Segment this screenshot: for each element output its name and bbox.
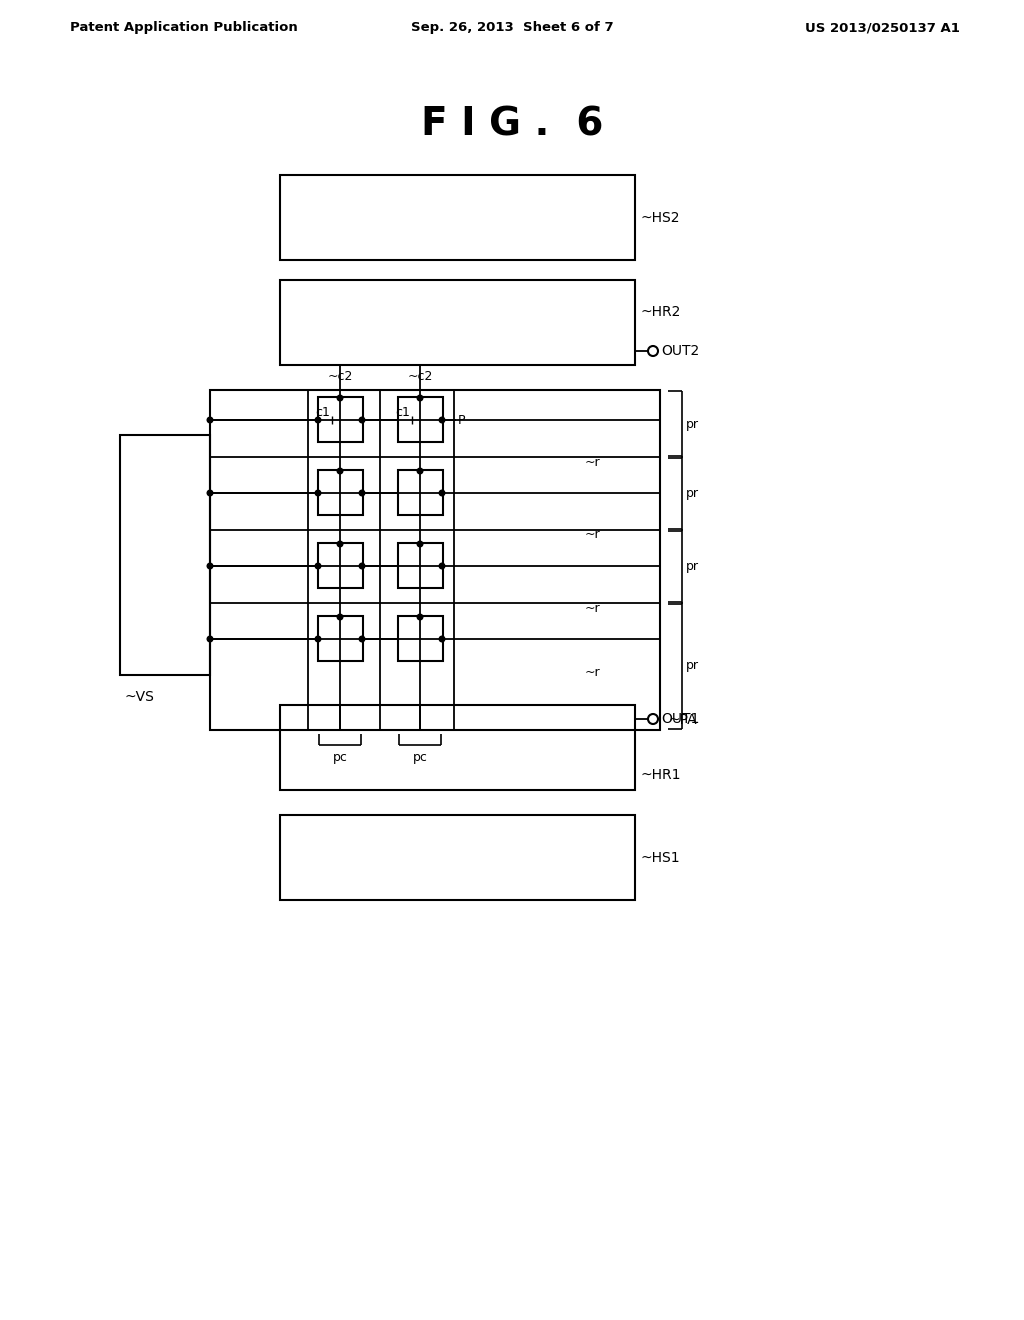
Text: Sep. 26, 2013  Sheet 6 of 7: Sep. 26, 2013 Sheet 6 of 7	[411, 21, 613, 34]
Circle shape	[439, 490, 444, 496]
Text: c1: c1	[315, 405, 330, 418]
Circle shape	[417, 469, 423, 474]
Text: P: P	[458, 413, 466, 426]
Text: pr: pr	[686, 659, 699, 672]
Circle shape	[207, 636, 213, 642]
Text: pc: pc	[413, 751, 427, 763]
Text: ~c2: ~c2	[408, 370, 433, 383]
Circle shape	[315, 490, 321, 496]
Circle shape	[417, 541, 423, 546]
Text: c1: c1	[395, 405, 410, 418]
Text: pr: pr	[686, 487, 699, 500]
Text: pc: pc	[333, 751, 347, 763]
Circle shape	[207, 417, 213, 422]
Bar	[398, 470, 443, 515]
Bar	[210, 389, 660, 730]
Circle shape	[359, 636, 365, 642]
Circle shape	[439, 564, 444, 569]
Text: ~r: ~r	[585, 667, 601, 680]
Text: ~HS2: ~HS2	[641, 210, 681, 224]
Circle shape	[207, 564, 213, 569]
Text: OUT2: OUT2	[662, 345, 699, 358]
Text: OUT1: OUT1	[662, 711, 699, 726]
Circle shape	[417, 395, 423, 401]
Text: ~r: ~r	[585, 528, 601, 541]
Circle shape	[648, 346, 658, 356]
Text: ~PA: ~PA	[668, 713, 696, 727]
Bar	[398, 616, 443, 661]
Bar	[318, 616, 362, 661]
Text: pr: pr	[686, 418, 699, 432]
Circle shape	[315, 636, 321, 642]
Circle shape	[359, 564, 365, 569]
Text: pr: pr	[686, 560, 699, 573]
Circle shape	[337, 614, 343, 620]
Bar	[318, 397, 362, 442]
Circle shape	[207, 490, 213, 496]
Circle shape	[315, 417, 321, 422]
Bar	[280, 176, 635, 260]
Circle shape	[337, 469, 343, 474]
Bar	[280, 814, 635, 900]
Text: ~VS: ~VS	[125, 690, 155, 704]
Circle shape	[337, 541, 343, 546]
Text: ~HR2: ~HR2	[641, 305, 681, 319]
Text: ~r: ~r	[585, 602, 601, 615]
Circle shape	[337, 395, 343, 401]
Text: ~c2: ~c2	[328, 370, 353, 383]
Bar	[398, 397, 443, 442]
Text: ~r: ~r	[585, 455, 601, 469]
Bar	[398, 543, 443, 587]
Circle shape	[359, 417, 365, 422]
Circle shape	[648, 714, 658, 723]
Circle shape	[315, 564, 321, 569]
Text: ~HS1: ~HS1	[641, 850, 681, 865]
Text: Patent Application Publication: Patent Application Publication	[70, 21, 298, 34]
Text: ~HR1: ~HR1	[641, 768, 682, 781]
Bar	[280, 280, 635, 366]
Circle shape	[359, 490, 365, 496]
Circle shape	[439, 636, 444, 642]
Circle shape	[439, 417, 444, 422]
Bar	[280, 705, 635, 789]
Text: F I G .  6: F I G . 6	[421, 106, 603, 144]
Circle shape	[417, 614, 423, 620]
Bar	[318, 543, 362, 587]
Bar	[318, 470, 362, 515]
Text: US 2013/0250137 A1: US 2013/0250137 A1	[805, 21, 961, 34]
Bar	[120, 436, 210, 675]
